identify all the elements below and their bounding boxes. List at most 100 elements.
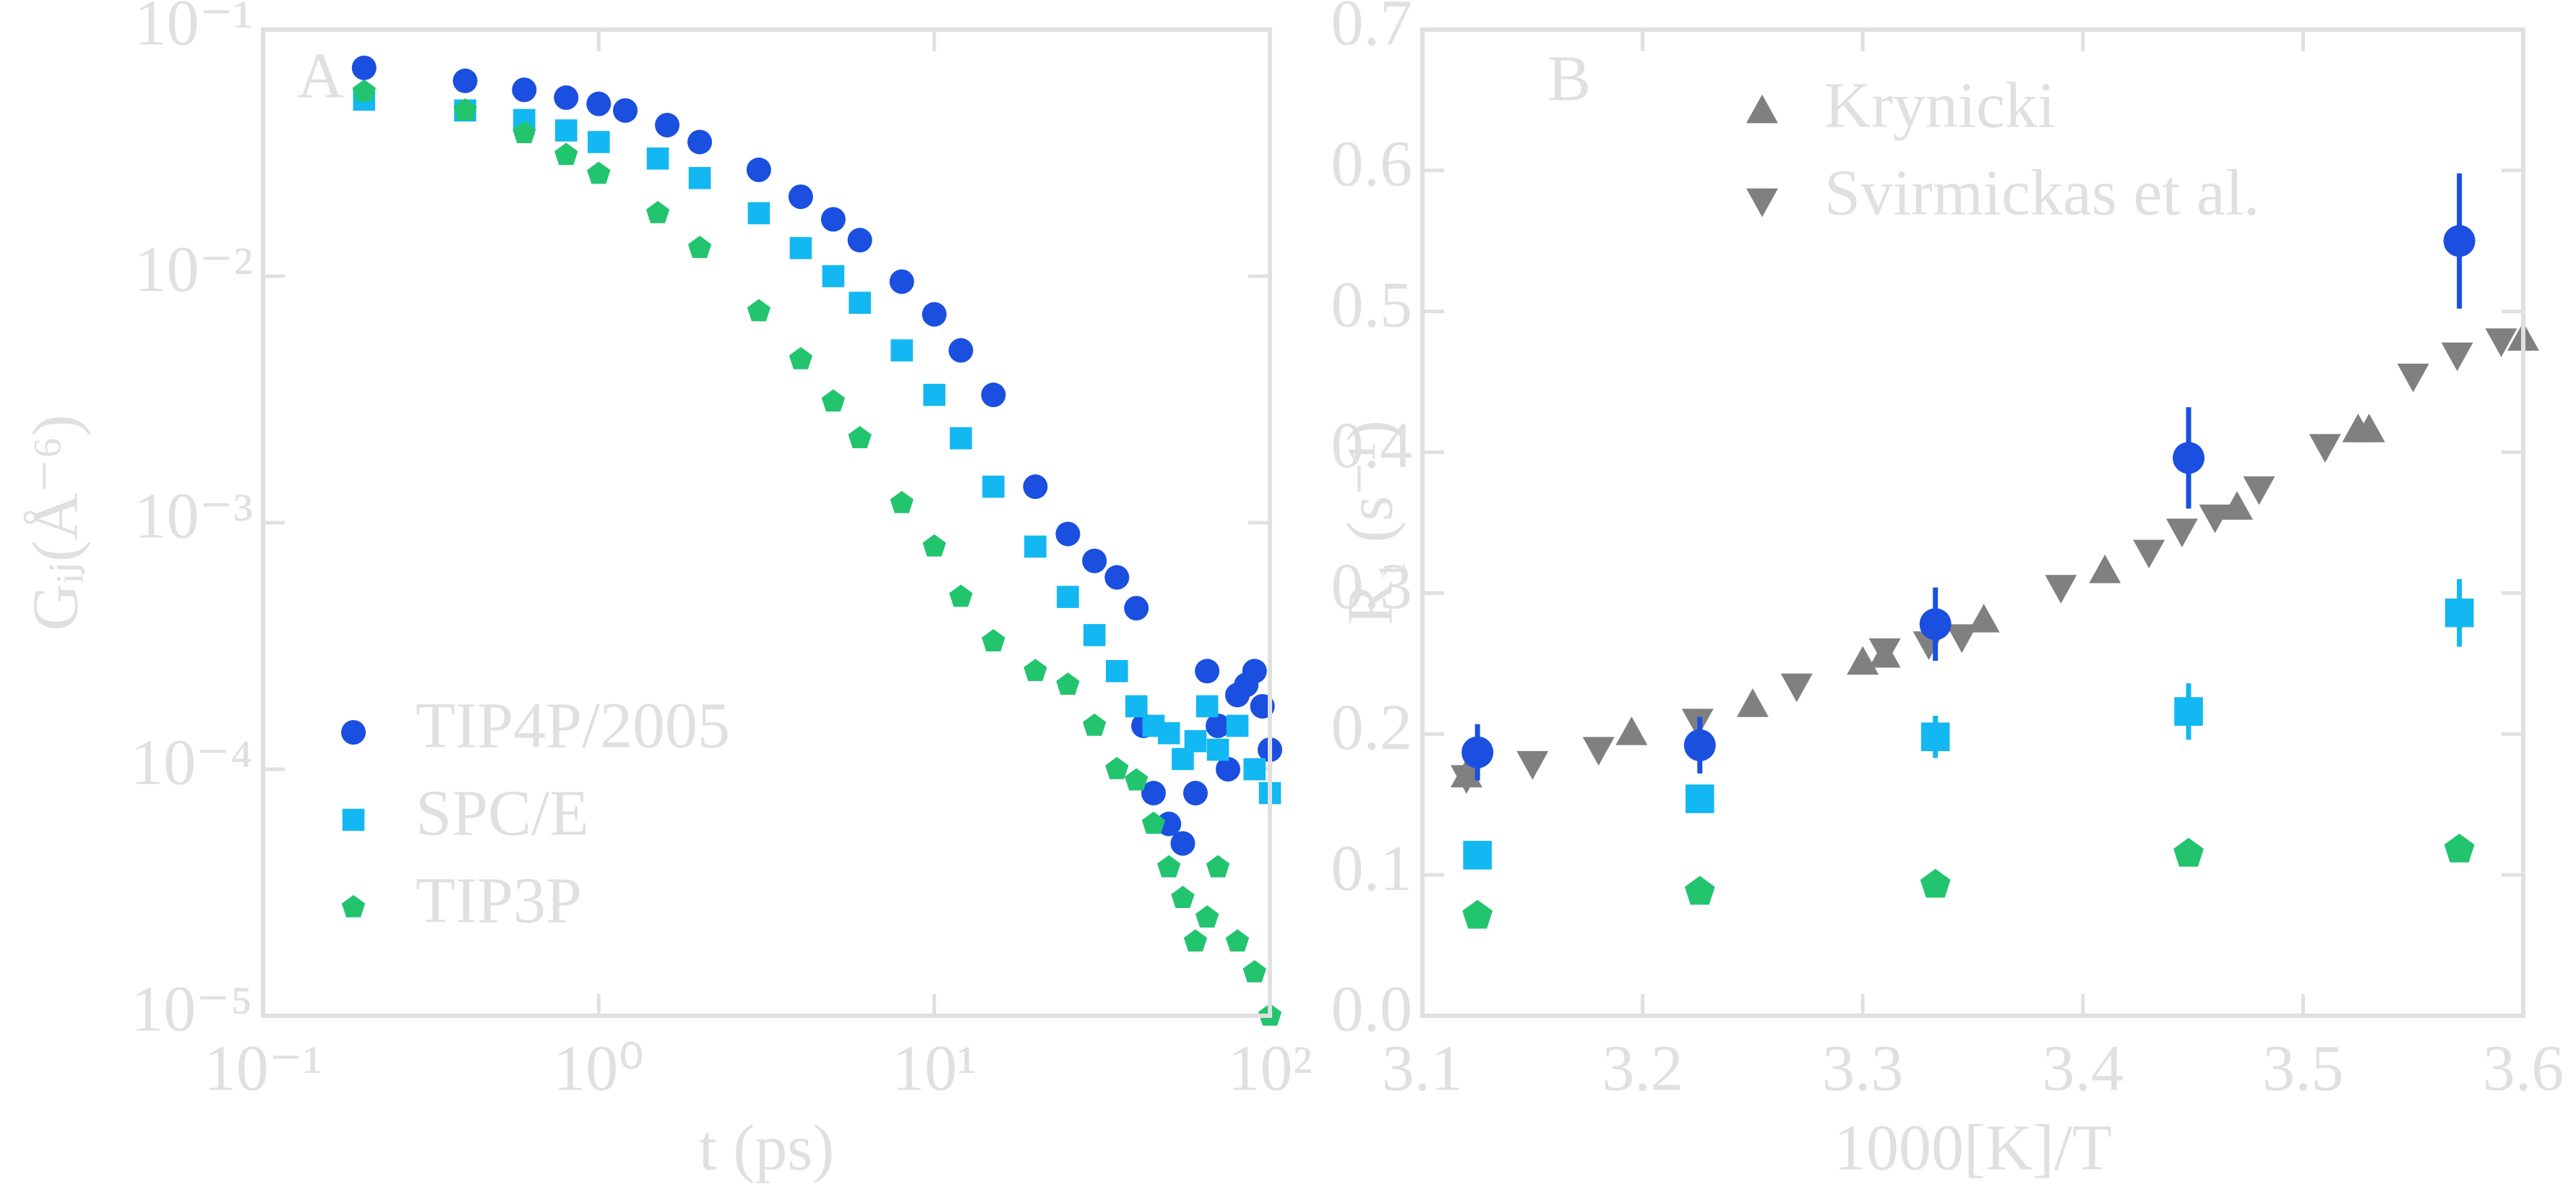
marker <box>1083 624 1106 646</box>
marker <box>1242 959 1266 982</box>
marker <box>2444 598 2474 628</box>
y-tick-label: 0.6 <box>1331 129 1413 200</box>
marker <box>687 129 713 155</box>
series <box>1450 322 2539 788</box>
marker <box>1023 474 1048 500</box>
marker <box>554 142 578 166</box>
marker <box>890 339 913 361</box>
marker <box>2397 364 2429 393</box>
marker <box>2443 225 2476 257</box>
marker <box>588 131 610 153</box>
marker <box>586 91 611 116</box>
series <box>1450 328 2517 794</box>
x-tick-label: 3.6 <box>2483 1033 2564 1105</box>
marker <box>613 98 638 123</box>
marker <box>1684 876 1715 905</box>
marker <box>922 301 947 327</box>
marker <box>1215 757 1240 782</box>
marker <box>452 68 478 93</box>
y-tick-label: 0.5 <box>1331 269 1413 341</box>
y-tick-label: 0.0 <box>1331 974 1413 1045</box>
plot-frame <box>1420 27 2525 1018</box>
marker <box>1183 929 1208 952</box>
series <box>1463 578 2474 870</box>
marker <box>746 157 771 182</box>
marker <box>890 490 914 513</box>
marker <box>2243 476 2275 505</box>
x-tick-label: 3.1 <box>1382 1033 1464 1105</box>
marker <box>2173 442 2205 474</box>
marker <box>747 299 771 322</box>
y-tick-label: 10⁻¹ <box>134 0 254 59</box>
marker <box>1920 868 1951 898</box>
marker <box>587 161 611 184</box>
marker <box>512 121 536 144</box>
marker <box>1463 841 1492 870</box>
marker <box>2444 834 2475 862</box>
marker <box>789 346 813 369</box>
marker <box>1057 586 1079 608</box>
marker <box>1780 673 1813 703</box>
series <box>352 79 1282 1026</box>
x-tick-label: 3.5 <box>2262 1033 2344 1105</box>
marker <box>848 426 872 448</box>
marker <box>1206 855 1230 878</box>
x-tick-label: 3.3 <box>1822 1033 1904 1105</box>
marker <box>1156 811 1182 836</box>
marker <box>982 475 1005 498</box>
marker <box>351 55 377 80</box>
marker <box>1226 714 1249 737</box>
marker <box>1206 713 1231 738</box>
marker <box>2353 414 2385 442</box>
x-tick-label: 3.2 <box>1602 1033 1683 1105</box>
x-tick-label: 10¹ <box>892 1033 976 1105</box>
marker <box>1582 737 1615 766</box>
marker <box>1083 713 1107 736</box>
marker <box>1182 781 1208 806</box>
legend-label: TIP4P/2005 <box>416 690 730 762</box>
marker <box>645 200 670 223</box>
marker <box>1195 905 1219 928</box>
marker <box>1195 695 1219 718</box>
marker <box>2309 434 2341 463</box>
marker <box>820 207 846 232</box>
legend-label: TIP3P <box>416 865 582 937</box>
marker <box>889 269 914 294</box>
marker <box>352 79 376 102</box>
marker <box>1105 757 1129 779</box>
marker <box>687 236 712 258</box>
marker <box>1516 750 1549 780</box>
marker <box>789 236 812 260</box>
marker <box>1023 659 1047 682</box>
y-tick-label: 0.7 <box>1331 0 1413 59</box>
marker <box>1195 659 1220 684</box>
marker <box>1105 660 1128 682</box>
marker <box>922 534 946 557</box>
marker <box>2174 697 2203 726</box>
series <box>1462 834 2475 929</box>
marker <box>2199 504 2231 534</box>
legend-marker <box>1746 188 1778 218</box>
marker <box>1124 596 1149 621</box>
series <box>1461 173 2476 781</box>
marker <box>1206 738 1229 761</box>
x-axis-label: 1000[K]/T <box>1834 1113 2112 1184</box>
panel-label: A <box>297 40 344 112</box>
marker <box>788 184 813 210</box>
marker <box>2165 518 2198 547</box>
plot-frame <box>261 27 1272 1018</box>
marker <box>1462 899 1493 929</box>
marker <box>923 383 945 406</box>
marker <box>1461 736 1494 769</box>
y-tick-label: 0.1 <box>1331 833 1413 904</box>
x-tick-label: 10⁰ <box>553 1033 644 1105</box>
marker <box>1141 811 1166 834</box>
marker <box>655 113 680 138</box>
marker <box>1055 521 1081 547</box>
legend-label: SPC/E <box>416 778 589 849</box>
marker <box>1736 688 1769 717</box>
marker <box>847 228 872 253</box>
y-tick-label: 10⁻³ <box>134 481 254 552</box>
marker <box>1615 716 1648 745</box>
